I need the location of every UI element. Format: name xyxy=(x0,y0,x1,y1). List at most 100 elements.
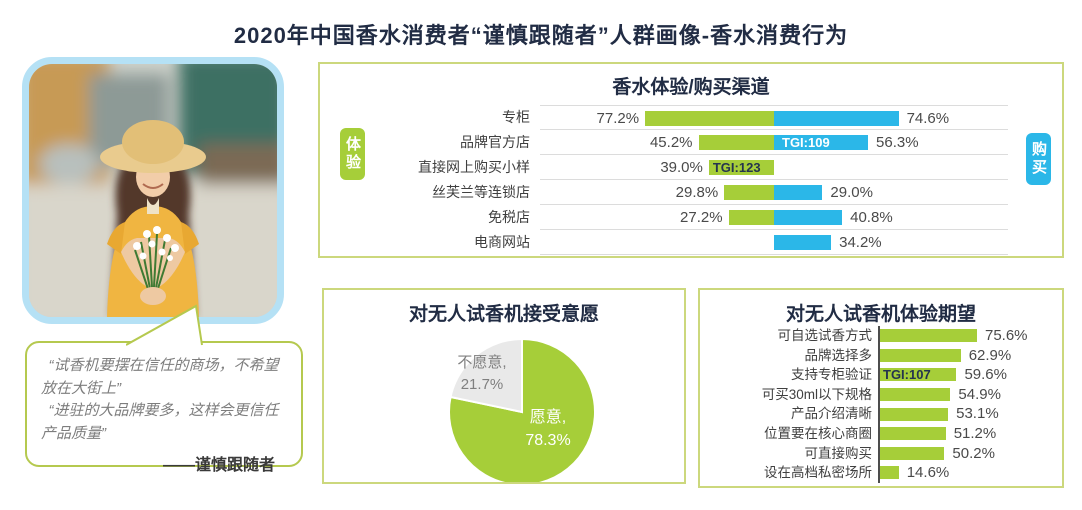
purchase-value: 34.2% xyxy=(839,234,882,251)
purchase-bar xyxy=(774,210,843,225)
expectation-bar xyxy=(880,388,951,402)
experience-bar xyxy=(708,160,774,175)
category-label: 可直接购买 xyxy=(804,445,873,461)
experience-bar xyxy=(645,111,774,126)
tgi-badge: TGI:123 xyxy=(712,160,761,175)
bar-zone: 51.2% xyxy=(878,423,1058,444)
category-label: 位置要在核心商圈 xyxy=(764,425,872,441)
category-label: 设在高档私密场所 xyxy=(764,465,872,481)
expectation-row: 位置要在核心商圈 51.2% xyxy=(708,423,1058,444)
value-label: 53.1% xyxy=(956,405,999,423)
bar-zone: 77.2% 74.6% xyxy=(540,105,1008,130)
bar-zone: 39.0% TGI:123 xyxy=(540,155,1008,180)
purchase-bar xyxy=(774,135,869,150)
expectation-bar xyxy=(880,407,949,421)
bar-zone: 29.8% 29.0% xyxy=(540,180,1008,205)
bar-zone: 62.9% xyxy=(878,345,1058,366)
purchase-value: 40.8% xyxy=(850,209,893,226)
expectation-chart-title: 对无人试香机体验期望 xyxy=(785,304,976,325)
channel-chart-rows: 专柜 77.2% 74.6% 品牌官方店 45.2% 56.3% TGI:109 直接网上购买… xyxy=(328,105,1008,255)
pie-chart-title: 对无人试香机接受意愿 xyxy=(408,304,599,325)
pie-label-willing: 愿意, 78.3% xyxy=(525,409,571,450)
purchase-badge: 购买 xyxy=(1026,133,1051,185)
expectation-chart-rows: 可自选试香方式 75.6% 品牌选择多 62.9% 支持专柜验证 59.6% TGI:107… xyxy=(708,326,1058,483)
expectation-bar xyxy=(880,348,961,362)
channel-chart-panel: 香水体验/购买渠道 体验 购买 专柜 77.2% 74.6% 品牌官方店 45.2% 56… xyxy=(318,62,1064,258)
channel-row: 电商网站 34.2% xyxy=(328,230,1008,255)
purchase-value: 56.3% xyxy=(876,134,919,151)
expectation-bar xyxy=(880,427,946,441)
bar-zone: 14.6% xyxy=(878,463,1058,483)
expectation-bar xyxy=(880,329,977,343)
bar-zone: 54.9% xyxy=(878,384,1058,405)
experience-bar xyxy=(698,135,774,150)
category-label: 直接网上购买小样 xyxy=(418,159,530,175)
quote-bubble: “试香机要摆在信任的商场，不希望放在大街上” “进驻的大品牌要多，这样会更信任产… xyxy=(25,341,303,474)
expectation-bar xyxy=(880,446,945,460)
pie-chart-panel: 对无人试香机接受意愿 不愿意, 21.7% 愿意, 78.3% xyxy=(322,288,686,484)
category-label: 产品介绍清晰 xyxy=(791,406,872,422)
bar-zone: 50.2% xyxy=(878,443,1058,464)
purchase-bar xyxy=(774,185,823,200)
expectation-chart-panel: 对无人试香机体验期望 可自选试香方式 75.6% 品牌选择多 62.9% 支持专柜验证 5… xyxy=(698,288,1064,488)
portrait-photo xyxy=(22,57,284,324)
value-label: 75.6% xyxy=(984,327,1028,344)
category-label: 支持专柜验证 xyxy=(791,367,872,383)
page-title: 2020年中国香水消费者“谨慎跟随者”人群画像-香水消费行为 xyxy=(233,23,849,48)
expectation-row: 可买30ml以下规格 54.9% xyxy=(708,384,1058,405)
channel-row: 免税店 27.2% 40.8% xyxy=(328,205,1008,230)
experience-value: 27.2% xyxy=(680,209,723,226)
value-label: 54.9% xyxy=(958,385,1001,403)
experience-value: 45.2% xyxy=(649,134,693,151)
bar-zone: 59.6% TGI:107 xyxy=(878,365,1058,385)
category-label: 可自选试香方式 xyxy=(777,328,873,343)
purchase-bar xyxy=(774,235,832,250)
expectation-row: 支持专柜验证 59.6% TGI:107 xyxy=(708,365,1058,385)
expectation-row: 可自选试香方式 75.6% xyxy=(708,326,1058,346)
expectation-row: 可直接购买 50.2% xyxy=(708,443,1058,464)
quote-line-2: “进驻的大品牌要多，这样会更信任产品质量” xyxy=(41,402,279,442)
channel-row: 丝芙兰等连锁店 29.8% 29.0% xyxy=(328,180,1008,205)
pie-label-unwilling: 不愿意, 21.7% xyxy=(457,354,507,393)
purchase-value: 29.0% xyxy=(830,184,873,201)
speech-bubble-tail-icon xyxy=(126,304,203,346)
channel-row: 直接网上购买小样 39.0% TGI:123 xyxy=(328,155,1008,180)
expectation-row: 品牌选择多 62.9% xyxy=(708,345,1058,366)
bar-zone: 27.2% 40.8% xyxy=(540,205,1008,230)
experience-value: 29.8% xyxy=(675,184,719,201)
value-label: 59.6% xyxy=(964,366,1007,384)
purchase-bar xyxy=(774,111,899,126)
experience-badge: 体验 xyxy=(340,128,365,180)
pie-slice-不愿意 xyxy=(449,337,523,414)
bar-zone: 45.2% 56.3% TGI:109 xyxy=(540,130,1008,155)
bar-zone: 53.1% xyxy=(878,404,1058,424)
value-label: 50.2% xyxy=(952,444,995,462)
category-label: 免税店 xyxy=(488,209,530,225)
category-label: 可买30ml以下规格 xyxy=(761,386,872,402)
channel-row: 专柜 77.2% 74.6% xyxy=(328,105,1008,130)
experience-bar xyxy=(728,210,774,225)
category-label: 品牌官方店 xyxy=(460,134,530,150)
value-label: 62.9% xyxy=(968,346,1012,364)
pie-slice-愿意 xyxy=(448,337,596,482)
expectation-row: 设在高档私密场所 14.6% xyxy=(708,463,1058,483)
purchase-value: 74.6% xyxy=(906,110,950,127)
expectation-row: 产品介绍清晰 53.1% xyxy=(708,404,1058,424)
portrait-illustration xyxy=(29,64,277,317)
category-label: 品牌选择多 xyxy=(804,347,873,363)
category-label: 丝芙兰等连锁店 xyxy=(432,184,530,200)
expectation-bar xyxy=(880,466,899,480)
experience-value: 77.2% xyxy=(596,110,640,127)
bar-zone: 75.6% xyxy=(878,326,1058,346)
tgi-badge: TGI:109 xyxy=(782,135,830,150)
acceptance-pie xyxy=(448,337,596,482)
expectation-bar xyxy=(880,368,957,382)
quote-author: ——谨慎跟随者 xyxy=(162,457,275,474)
channel-row: 品牌官方店 45.2% 56.3% TGI:109 xyxy=(328,130,1008,155)
quote-line-1: “试香机要摆在信任的商场，不希望放在大街上” xyxy=(41,357,279,397)
channel-chart-title: 香水体验/购买渠道 xyxy=(612,77,770,98)
tgi-badge: TGI:107 xyxy=(883,367,931,383)
experience-bar xyxy=(724,185,774,200)
value-label: 51.2% xyxy=(953,424,997,442)
